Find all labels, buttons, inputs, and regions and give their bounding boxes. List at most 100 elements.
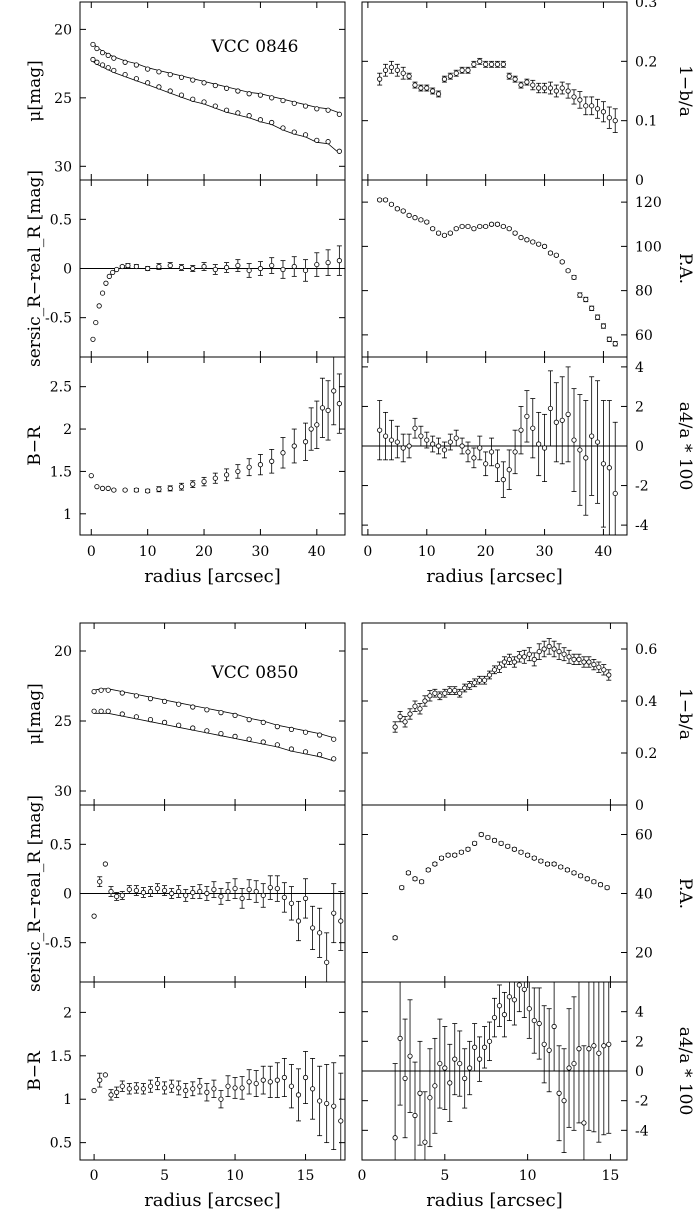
data-point	[486, 1038, 493, 1044]
data-point	[558, 864, 564, 870]
data-point	[586, 1046, 592, 1052]
data-point	[478, 831, 484, 838]
data-point	[536, 85, 542, 91]
data-marks	[377, 57, 618, 133]
data-point	[246, 1079, 252, 1085]
x-tick-label: 0	[363, 544, 372, 560]
y-tick-label: 4	[635, 360, 644, 376]
data-point	[571, 437, 577, 443]
data-point	[167, 485, 173, 491]
data-point	[397, 713, 403, 720]
data-point	[204, 707, 210, 713]
data-point	[521, 654, 527, 660]
data-point	[93, 319, 99, 326]
data-point	[541, 243, 548, 249]
y-tick-label: -2	[635, 1094, 649, 1110]
data-point	[400, 70, 406, 76]
x-axis-label: radius [arcsec]	[144, 1190, 281, 1211]
data-point	[98, 708, 104, 714]
data-point	[418, 217, 424, 223]
data-point	[518, 82, 524, 88]
data-point	[606, 1041, 612, 1047]
data-point	[577, 97, 583, 103]
data-point	[167, 262, 173, 269]
data-point	[325, 259, 331, 266]
data-point	[491, 1014, 498, 1021]
data-point	[161, 698, 168, 705]
data-point	[133, 714, 139, 720]
data-point	[506, 73, 512, 79]
data-point	[331, 388, 337, 394]
data-point	[147, 1083, 154, 1089]
y-tick-label: 60	[635, 328, 653, 344]
data-point	[201, 478, 207, 485]
data-point	[496, 1003, 503, 1009]
data-point	[325, 407, 331, 413]
y-tick-label: 1.5	[50, 464, 72, 480]
data-point	[212, 103, 218, 109]
data-point	[400, 208, 406, 214]
data-point	[447, 687, 453, 694]
data-point	[392, 1135, 398, 1141]
data-point	[317, 732, 323, 738]
x-tick-label: 40	[595, 544, 613, 560]
data-point	[260, 892, 266, 899]
data-point	[325, 139, 331, 145]
y-axis-label: B−R	[25, 425, 45, 466]
data-point	[589, 433, 595, 439]
data-point	[571, 1060, 577, 1067]
data-point	[133, 487, 139, 493]
data-point	[399, 884, 405, 891]
y-tick-label: 0	[635, 439, 644, 455]
data-point	[406, 443, 412, 449]
data-point	[154, 1080, 161, 1087]
data-point	[536, 241, 542, 247]
data-point	[336, 111, 342, 117]
data-point	[176, 701, 182, 707]
data-point	[114, 266, 120, 273]
data-point	[412, 703, 418, 709]
data-point	[531, 1017, 537, 1024]
data-point	[377, 76, 383, 82]
data-point	[161, 719, 168, 726]
data-point	[91, 1087, 97, 1094]
data-point	[435, 91, 442, 97]
x-tick-label: 15	[602, 1168, 620, 1184]
data-point	[110, 269, 116, 276]
y-tick-label: 4	[635, 1005, 644, 1021]
data-point	[462, 1075, 468, 1082]
y-tick-label: 2	[63, 1005, 72, 1021]
data-point	[169, 1083, 175, 1089]
data-point	[119, 263, 125, 270]
data-point	[235, 262, 241, 269]
data-point	[156, 69, 162, 75]
data-point	[430, 88, 436, 94]
panel-frame	[361, 622, 628, 806]
data-point	[544, 861, 551, 867]
data-point	[467, 1065, 473, 1071]
data-point	[291, 263, 297, 270]
y-tick-label: 30	[54, 159, 72, 175]
data-point	[280, 450, 286, 456]
data-point	[257, 117, 264, 123]
data-point	[494, 463, 501, 469]
data-point	[392, 935, 398, 941]
x-tick-label: 15	[297, 1168, 315, 1184]
y-tick-label: 1.5	[50, 1049, 72, 1065]
data-point	[406, 73, 412, 79]
data-point	[430, 226, 436, 232]
data-point	[452, 1056, 458, 1062]
data-point	[145, 66, 151, 72]
data-point	[211, 1086, 217, 1092]
data-point	[524, 79, 530, 85]
data-point	[317, 1098, 323, 1104]
data-marks	[392, 638, 612, 733]
data-point	[594, 439, 601, 445]
data-point	[280, 266, 286, 273]
data-point	[331, 910, 337, 916]
data-point	[308, 426, 314, 432]
data-point	[269, 119, 275, 126]
data-point	[571, 274, 577, 280]
data-point	[501, 659, 508, 665]
data-point	[232, 1085, 238, 1091]
